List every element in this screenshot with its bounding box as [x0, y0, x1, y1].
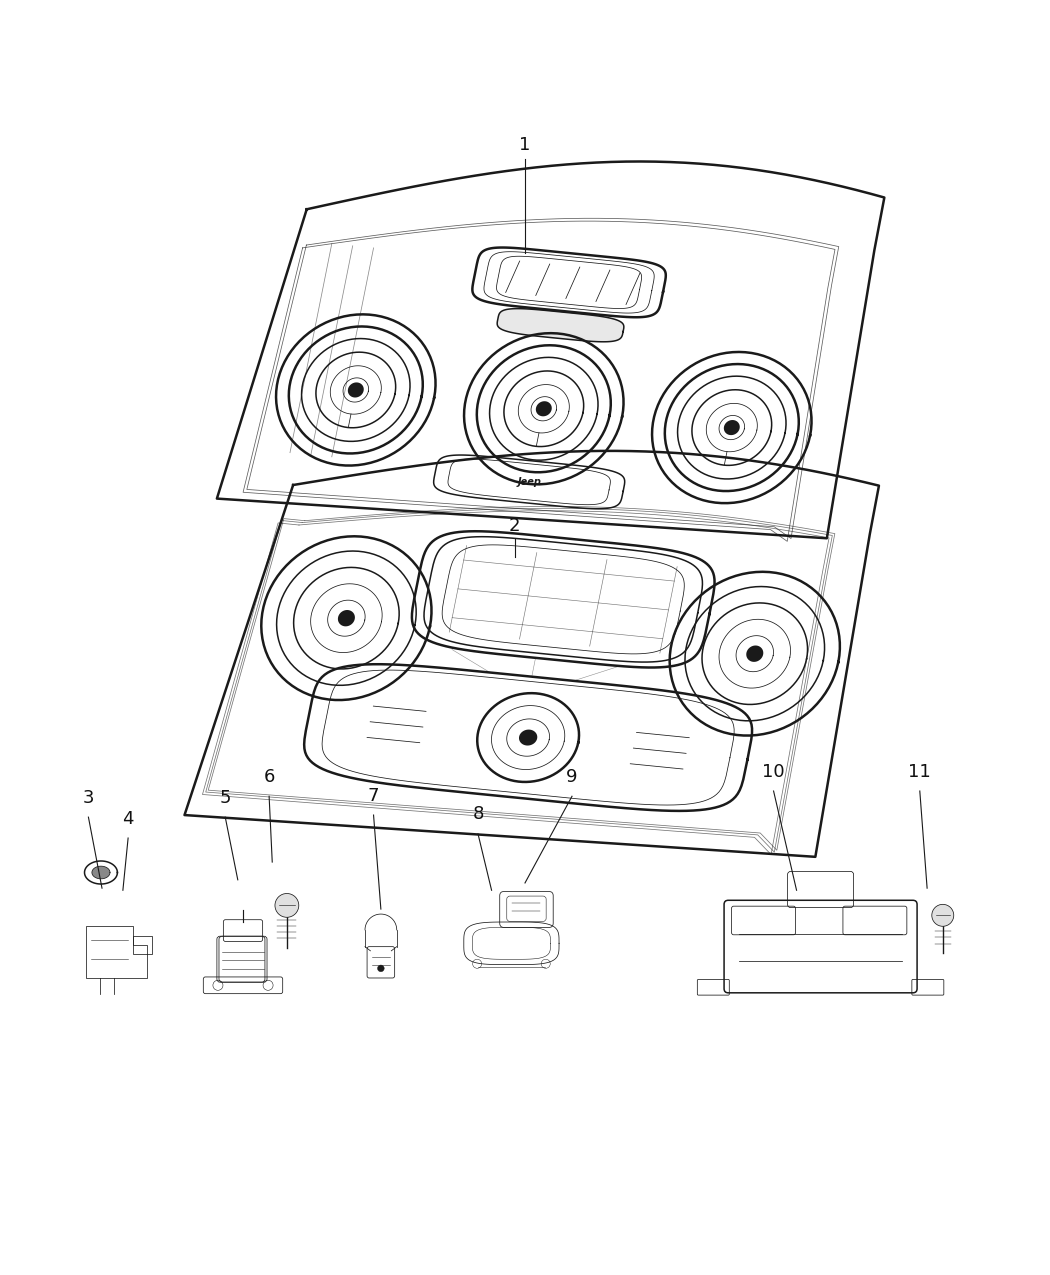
Polygon shape [92, 866, 110, 878]
Text: 8: 8 [472, 806, 484, 824]
Polygon shape [519, 729, 538, 746]
Text: 2: 2 [509, 518, 521, 536]
Text: 10: 10 [762, 762, 785, 780]
Circle shape [931, 904, 953, 927]
Polygon shape [536, 402, 551, 417]
Polygon shape [348, 382, 363, 398]
Text: 3: 3 [83, 789, 94, 807]
Polygon shape [747, 645, 763, 662]
Text: Jeep: Jeep [518, 477, 541, 487]
Text: 4: 4 [123, 810, 133, 827]
Text: 11: 11 [908, 762, 931, 780]
Text: 7: 7 [368, 787, 379, 805]
Text: 9: 9 [566, 768, 578, 785]
Circle shape [275, 894, 299, 917]
Circle shape [378, 965, 384, 972]
Text: 1: 1 [520, 136, 530, 154]
Text: 5: 5 [219, 789, 231, 807]
Text: 6: 6 [264, 768, 275, 785]
Polygon shape [723, 419, 740, 435]
Polygon shape [498, 309, 624, 342]
Polygon shape [338, 609, 355, 626]
